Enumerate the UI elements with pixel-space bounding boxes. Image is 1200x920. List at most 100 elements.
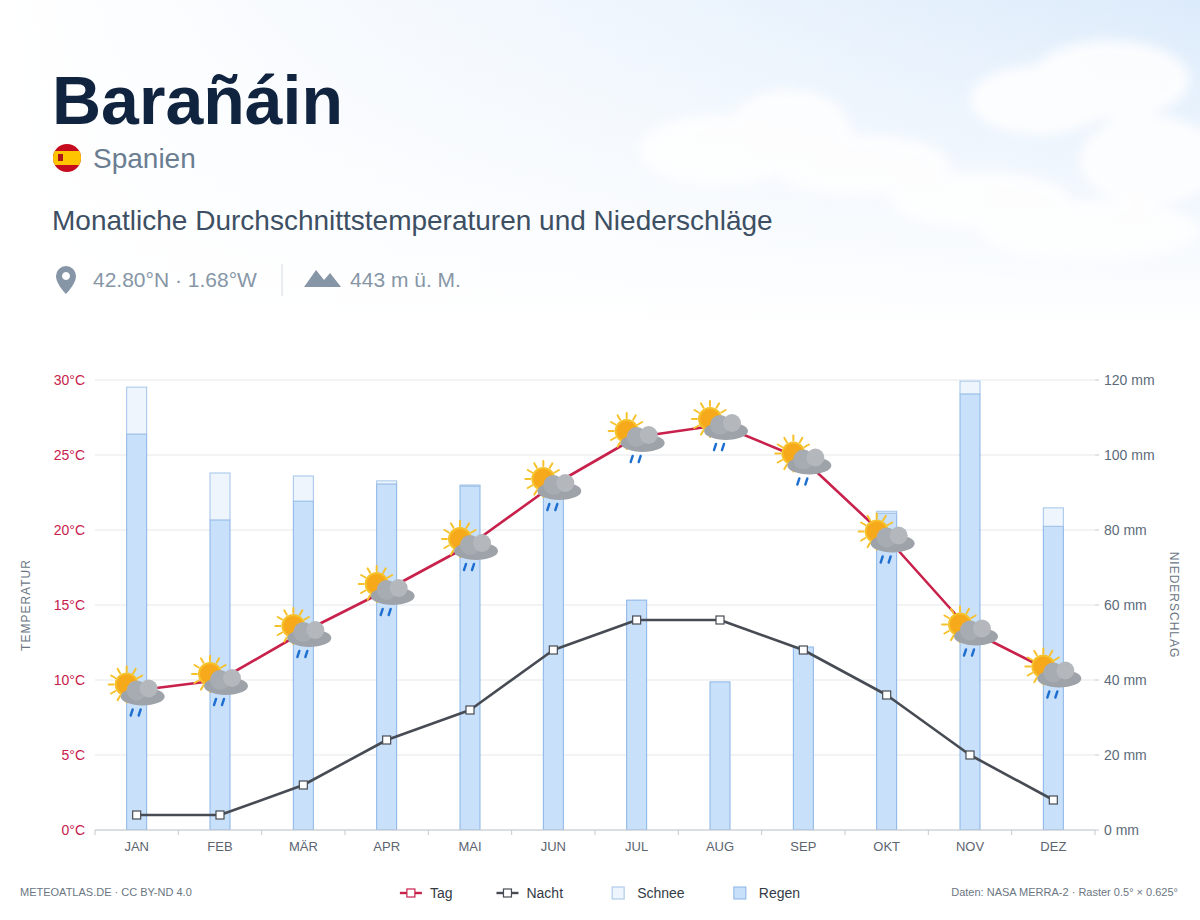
flag-emblem <box>58 154 63 161</box>
rain-drop <box>381 609 383 615</box>
weather-icon <box>1025 649 1081 698</box>
cloud <box>980 200 1200 260</box>
sun-ray <box>784 438 787 442</box>
weather-icon <box>275 608 331 657</box>
weather-icon <box>775 436 831 485</box>
x-tick <box>345 830 346 835</box>
sun-ray <box>118 696 121 700</box>
credit: METEOATLAS.DE · CC BY-ND 4.0 <box>20 886 192 898</box>
rain-drop <box>305 651 307 657</box>
sun-ray <box>888 523 892 526</box>
mountain-icon <box>304 270 341 287</box>
sun-ray <box>217 658 220 662</box>
sun-ray <box>467 523 470 527</box>
marker <box>966 751 974 759</box>
sun-ray <box>1050 651 1053 655</box>
sun-ray <box>555 470 559 473</box>
weather-icon <box>359 566 415 615</box>
sun-ray <box>451 523 454 527</box>
sun-ray <box>361 575 365 578</box>
x-tick-label: DEZ <box>1040 839 1066 854</box>
weather-icon <box>192 656 248 705</box>
x-tick <box>95 830 96 835</box>
sun-ray <box>633 415 636 419</box>
legend-label: Tag <box>430 885 453 901</box>
y2-tick <box>1095 530 1099 531</box>
rain-drop <box>972 650 974 656</box>
sun-ray <box>861 538 865 541</box>
grid-line <box>95 680 1095 681</box>
grid-line <box>95 605 1095 606</box>
sun-ray <box>868 516 871 520</box>
sun-ray <box>118 669 121 673</box>
y2-tick-label: 20 mm <box>1104 747 1147 763</box>
weather-icon <box>942 607 998 656</box>
y2-tick <box>1095 455 1099 456</box>
cloud <box>1030 40 1190 120</box>
x-tick-label: APR <box>373 839 400 854</box>
sun-ray <box>1042 649 1044 654</box>
sun-ray <box>201 685 204 689</box>
weather-icon <box>525 461 581 510</box>
rain-drop <box>722 444 724 450</box>
sun-ray <box>192 673 197 675</box>
sun-ray <box>942 624 947 626</box>
bar-schnee <box>293 476 313 501</box>
x-tick <box>678 830 679 835</box>
title: Barañáin <box>52 62 343 138</box>
y2-tick-label: 80 mm <box>1104 522 1147 538</box>
sun-ray <box>221 665 225 668</box>
sun-ray <box>201 658 204 662</box>
separator <box>282 264 283 296</box>
legend-swatch <box>734 887 746 899</box>
bar-schnee <box>960 381 980 394</box>
line-tag <box>137 425 1054 691</box>
sun-ray <box>444 530 448 533</box>
y-tick-label: 15°C <box>54 597 85 613</box>
sun-ray <box>550 463 553 467</box>
y2-tick <box>1095 755 1099 756</box>
y-tick-label: 10°C <box>54 672 85 688</box>
y-tick-label: 30°C <box>54 372 85 388</box>
legend-label: Nacht <box>526 885 563 901</box>
sun-ray <box>111 676 115 679</box>
y2-tick-label: 60 mm <box>1104 597 1147 613</box>
sun-ray <box>694 410 698 413</box>
sun-ray <box>967 609 970 613</box>
legend-item: Nacht <box>496 885 563 901</box>
marker <box>466 706 474 714</box>
legend-item: Schnee <box>612 885 685 901</box>
x-tick-label: MAI <box>458 839 481 854</box>
sky <box>0 0 1200 330</box>
sun-ray <box>275 625 280 627</box>
y-tick-label: 20°C <box>54 522 85 538</box>
sun-ray <box>383 568 386 572</box>
x-tick-label: OKT <box>873 839 900 854</box>
chart-svg: BarañáinSpanienMonatliche Durchschnittst… <box>0 0 1200 920</box>
x-tick <box>761 830 762 835</box>
weather-icon <box>109 667 165 716</box>
x-tick-label: JUL <box>625 839 648 854</box>
sun-ray <box>692 418 697 420</box>
x-tick-label: FEB <box>207 839 232 854</box>
sun-ray <box>359 583 364 585</box>
x-tick-label: NOV <box>956 839 985 854</box>
sun-ray <box>109 684 114 686</box>
sun-ray <box>800 438 803 442</box>
sun-ray <box>784 465 787 469</box>
cloud <box>1056 662 1074 680</box>
marker <box>133 811 141 819</box>
sun-ray <box>278 617 282 620</box>
marker <box>633 616 641 624</box>
x-tick <box>845 830 846 835</box>
sun-ray <box>944 631 948 634</box>
grid-line <box>95 455 1095 456</box>
cloud <box>390 579 408 597</box>
sun-ray <box>876 514 878 519</box>
rain-drop <box>881 557 883 563</box>
marker <box>383 736 391 744</box>
marker <box>549 646 557 654</box>
x-tick-label: JAN <box>124 839 149 854</box>
sun-ray <box>951 609 954 613</box>
sun-ray <box>778 445 782 448</box>
